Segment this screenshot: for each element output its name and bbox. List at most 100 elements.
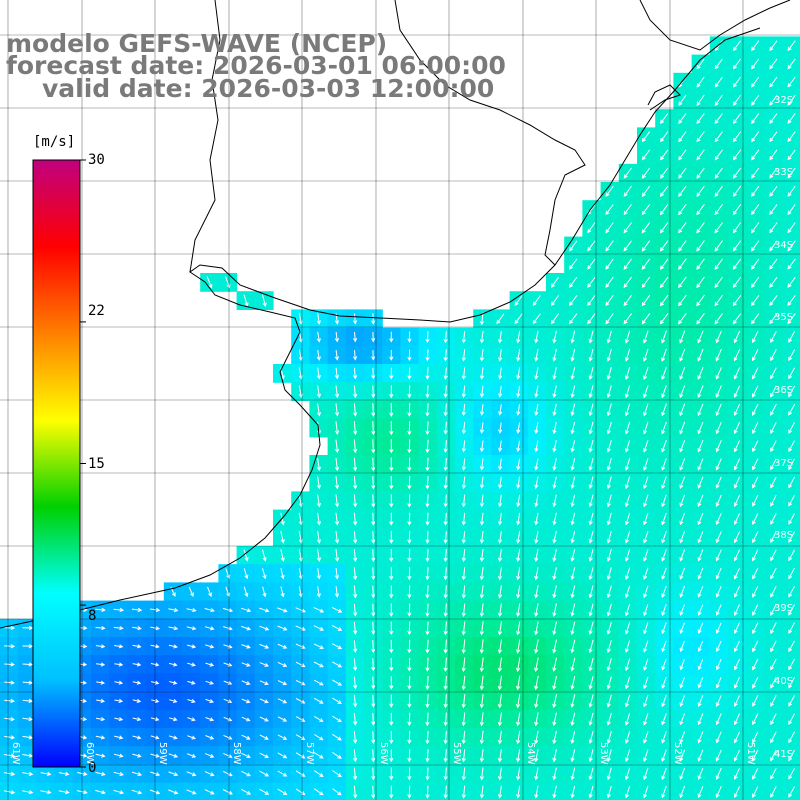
longitude-label: 60W [84, 742, 95, 765]
wind-arrow [259, 680, 269, 686]
longitude-label: 61W [10, 742, 21, 765]
wind-arrow [552, 403, 557, 417]
wind-arrow [277, 625, 288, 631]
wind-arrow [623, 185, 632, 197]
wind-arrow [96, 717, 106, 722]
wind-arrow [516, 440, 521, 453]
wind-arrow [407, 494, 412, 508]
wind-arrow [389, 421, 394, 436]
wind-arrow [788, 476, 795, 489]
wind-arrow [624, 622, 631, 635]
wind-arrow [132, 662, 142, 667]
wind-arrow [770, 349, 777, 362]
wind-arrow [353, 457, 358, 472]
wind-arrow [715, 531, 722, 544]
wind-arrow [353, 621, 358, 635]
wind-arrow [389, 585, 394, 599]
wind-arrow [316, 512, 322, 526]
wind-arrow [371, 585, 376, 599]
wind-arrow [461, 694, 466, 709]
wind-arrow [588, 494, 594, 508]
wind-arrow [205, 753, 215, 758]
wind-arrow [643, 439, 649, 453]
latitude-label: 33S [774, 167, 794, 178]
wind-arrow [497, 585, 503, 599]
wind-arrow [389, 350, 394, 361]
wind-arrow [588, 621, 594, 636]
wind-arrow [496, 313, 505, 325]
wind-arrow [371, 603, 376, 617]
wind-arrow [679, 494, 686, 508]
wind-arrow [661, 458, 667, 471]
wind-arrow [552, 785, 557, 799]
wind-arrow [751, 295, 760, 307]
wind-arrow [334, 367, 340, 380]
wind-arrow [168, 789, 179, 795]
wind-arrow [425, 494, 430, 508]
wind-arrow [570, 330, 576, 344]
wind-arrow [679, 585, 685, 598]
wind-arrow [606, 549, 612, 562]
wind-arrow [371, 421, 376, 436]
wind-arrow [497, 549, 503, 563]
wind-arrow [661, 403, 667, 417]
wind-arrow [479, 767, 485, 781]
wind-arrow [715, 348, 722, 362]
wind-arrow [752, 713, 759, 726]
wind-arrow [697, 659, 704, 671]
wind-arrow [443, 439, 448, 453]
wind-arrow [187, 662, 196, 667]
wind-arrow [352, 731, 358, 744]
wind-arrow [461, 675, 466, 691]
wind-arrow [623, 258, 633, 270]
wind-arrow [661, 330, 667, 344]
wind-arrow [588, 549, 594, 562]
wind-arrow [788, 349, 796, 362]
wind-arrow [696, 167, 705, 179]
wind-arrow [22, 662, 34, 667]
wind-arrow [479, 476, 485, 489]
wind-arrow [516, 785, 521, 799]
wind-arrow [497, 639, 503, 654]
wind-arrow [733, 330, 741, 344]
wind-arrow [788, 713, 795, 726]
wind-arrow [733, 476, 741, 489]
wind-arrow [569, 295, 578, 307]
wind-arrow [371, 530, 376, 544]
wind-arrow [371, 549, 376, 563]
wind-arrow [588, 476, 594, 490]
wind-arrow [733, 767, 741, 780]
wind-arrow [371, 694, 376, 708]
wind-arrow [353, 785, 358, 799]
wind-arrow [679, 749, 686, 762]
wind-arrow [4, 735, 16, 740]
wind-arrow [715, 421, 722, 435]
wind-arrow [733, 731, 741, 744]
wind-arrow [259, 643, 270, 649]
wind-arrow [552, 694, 557, 709]
wind-arrow [443, 621, 448, 636]
wind-arrow [678, 276, 687, 289]
wind-arrow [461, 603, 466, 618]
wind-arrow [168, 644, 178, 649]
wind-arrow [479, 712, 484, 727]
wind-arrow [661, 567, 667, 580]
wind-arrow [461, 422, 466, 435]
wind-arrow [331, 643, 343, 650]
wind-arrow [605, 276, 614, 288]
wind-arrow [605, 240, 614, 252]
wind-arrow [353, 512, 358, 526]
wind-arrow [569, 276, 578, 288]
wind-arrow [516, 422, 521, 434]
latitude-label: 32S [774, 95, 794, 106]
wind-arrow [96, 680, 106, 685]
wind-arrow [715, 677, 722, 689]
wind-arrow [605, 258, 614, 270]
wind-arrow [697, 512, 704, 526]
wind-arrow [606, 767, 612, 781]
wind-arrow [479, 367, 485, 380]
wind-arrow [770, 676, 777, 689]
wind-arrow [788, 622, 795, 635]
wind-arrow [714, 131, 723, 143]
